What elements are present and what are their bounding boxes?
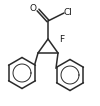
Text: Cl: Cl xyxy=(64,8,72,17)
Text: O: O xyxy=(30,3,36,13)
Text: F: F xyxy=(59,34,65,43)
